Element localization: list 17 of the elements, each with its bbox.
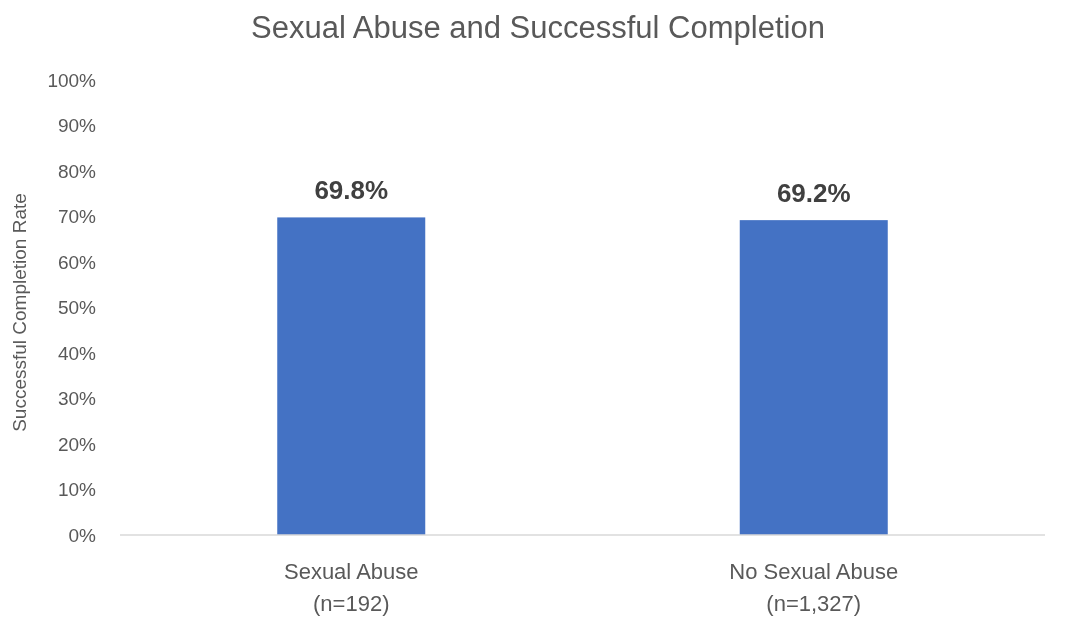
y-tick-label: 100% — [47, 69, 97, 91]
y-tick-label: 10% — [57, 479, 97, 501]
x-tick-label: Sexual Abuse (n=192) — [283, 559, 419, 616]
y-axis-title: Successful Completion Rate — [9, 193, 30, 432]
y-tick-label: 0% — [68, 524, 97, 546]
y-tick-label: 90% — [57, 115, 97, 137]
y-tick-label: 40% — [57, 342, 97, 364]
x-tick-label: No Sexual Abuse (n=1,327) — [729, 559, 899, 616]
y-tick-label: 30% — [57, 388, 97, 410]
data-label: 69.8% — [314, 175, 389, 206]
y-tick-label: 50% — [57, 297, 97, 319]
data-label: 69.2% — [776, 178, 851, 209]
y-tick-label: 20% — [57, 433, 97, 455]
y-tick-label: 80% — [57, 160, 97, 182]
y-tick-label: 70% — [57, 206, 97, 228]
y-tick-label: 60% — [57, 251, 97, 273]
chart-title: Sexual Abuse and Successful Completion — [251, 10, 825, 45]
